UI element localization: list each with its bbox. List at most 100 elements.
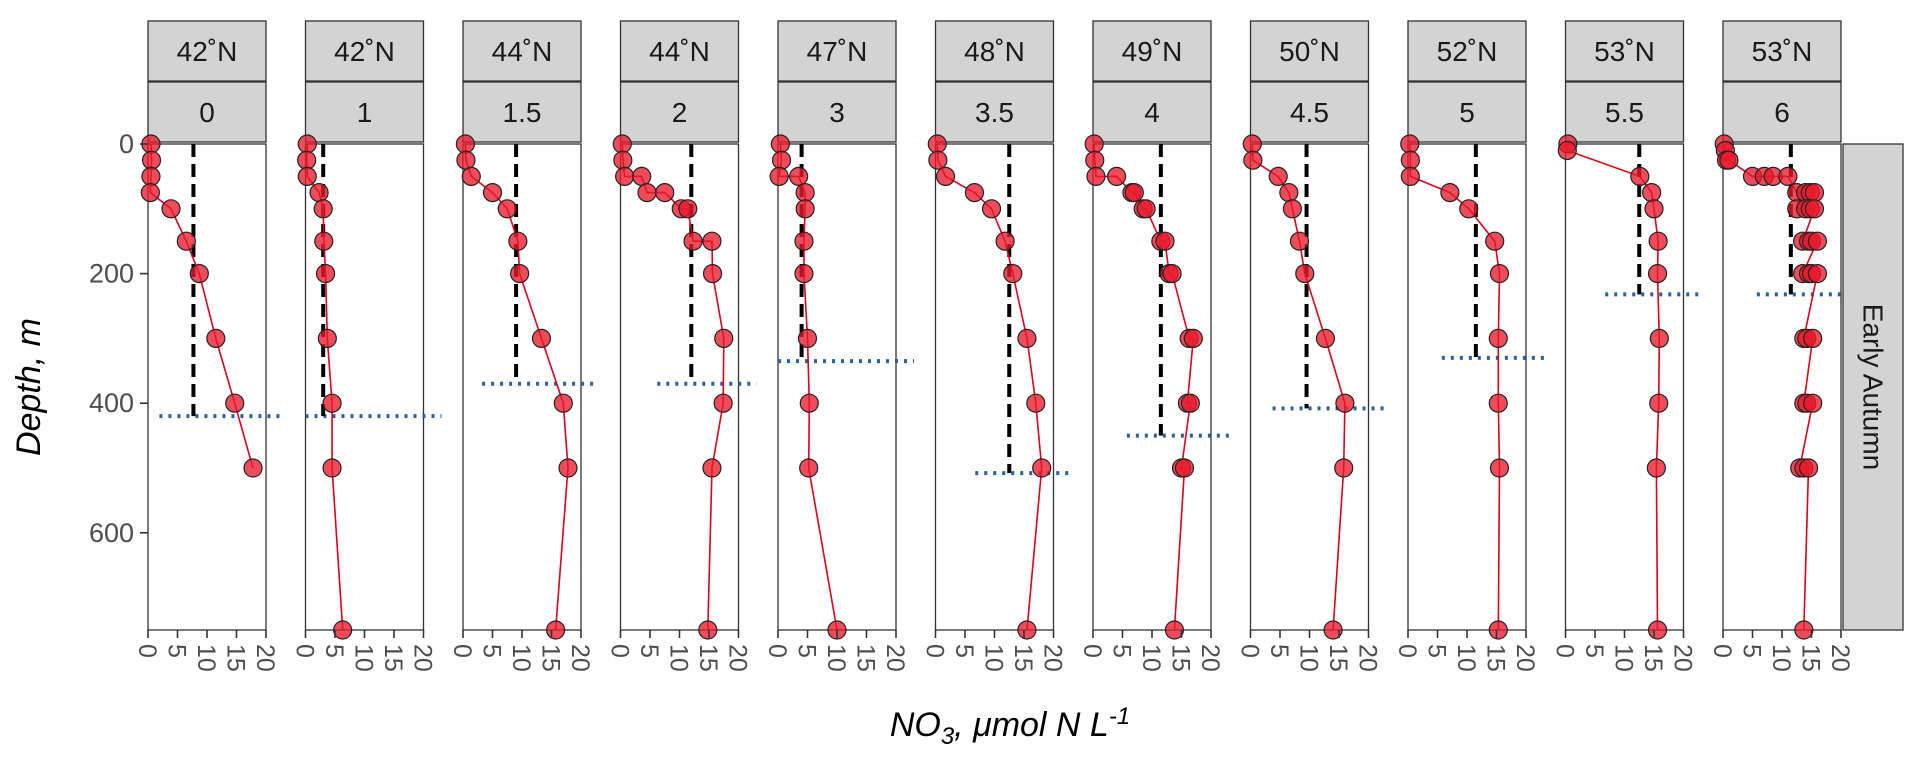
x-tick-label: 0	[1236, 644, 1264, 658]
x-tick-label: 10	[192, 644, 220, 672]
data-point	[1489, 458, 1510, 478]
data-point	[1400, 150, 1420, 170]
x-axis-title-superscript: -1	[1109, 703, 1130, 730]
data-point	[799, 458, 819, 478]
data-point	[456, 150, 476, 170]
panel-border	[1564, 143, 1685, 631]
facet-panel: 48˚N 3.5 0 5 10 15 20	[921, 20, 1072, 672]
x-tick-label: 20	[1669, 644, 1697, 672]
data-point	[1174, 458, 1195, 478]
facet-panel: 47˚N 3 0 5 10 15 20	[763, 20, 914, 672]
facet-label-step: 4.5	[1290, 97, 1329, 128]
data-point	[1459, 199, 1479, 219]
x-axis-title: NO3, μmol N L-1	[890, 703, 1130, 750]
data-point	[702, 264, 723, 284]
data-point	[531, 328, 552, 348]
data-point	[461, 166, 481, 186]
x-tick-label: 20	[251, 644, 279, 672]
facet-panel: 42˚N00 5 10 15 20	[133, 20, 284, 672]
facet-strip-latitude	[304, 20, 425, 82]
facet-strip-latitude	[1249, 20, 1370, 82]
data-point	[794, 264, 814, 284]
facet-strip-latitude	[619, 20, 740, 82]
facet-panel: 50˚N 4.5 0 5 10 15 20	[1236, 20, 1387, 672]
facet-label-step: 6	[1774, 97, 1790, 128]
data-point	[243, 458, 263, 478]
data-point	[981, 199, 1002, 219]
facet-label-step: 5.5	[1605, 97, 1644, 128]
data-point	[1803, 328, 1823, 348]
data-point	[789, 166, 809, 186]
x-tick-label: 20	[409, 644, 437, 672]
x-tick-label: 5	[1108, 644, 1136, 658]
data-point	[1026, 393, 1046, 413]
facet-panel: 53˚N 6 0 5 10 15 20	[1708, 20, 1859, 672]
data-point	[1803, 393, 1823, 413]
data-point	[613, 150, 633, 170]
data-point	[1289, 231, 1310, 251]
data-point	[510, 264, 530, 284]
data-point	[1488, 328, 1508, 348]
data-point	[553, 393, 573, 413]
facet-label-latitude: 50˚N	[1279, 36, 1340, 67]
facet-strip-step	[1407, 81, 1527, 143]
facet-panel: 49˚N 4 0 5 10 15 20	[1078, 20, 1229, 672]
data-point	[698, 620, 718, 640]
x-tick-label: 0	[1078, 644, 1106, 658]
x-tick-label: 20	[566, 644, 594, 672]
facet-strip-step	[1564, 81, 1685, 143]
facet-strip-step	[1249, 81, 1370, 143]
data-point	[632, 166, 652, 186]
y-tick-label: 0	[119, 129, 134, 159]
x-tick-label: 20	[1039, 644, 1067, 672]
facet-label-latitude: 53˚N	[1594, 36, 1655, 67]
x-axis-title-subscript: 3	[941, 723, 955, 750]
data-point	[769, 166, 789, 186]
facet-label-step: 3.5	[975, 97, 1014, 128]
data-point	[1647, 620, 1668, 640]
x-tick-label: 0	[1551, 644, 1579, 658]
facet-label-step: 2	[672, 97, 688, 128]
x-tick-label: 5	[635, 644, 663, 658]
x-tick-label: 0	[133, 644, 161, 658]
facet-strip-latitude	[1092, 20, 1212, 82]
data-point	[1400, 134, 1420, 154]
data-point	[1323, 620, 1343, 640]
x-tick-label: 0	[448, 644, 476, 658]
panel-border	[1722, 143, 1842, 631]
panel-border	[1407, 143, 1527, 631]
x-tick-label: 10	[350, 644, 378, 672]
data-point	[1164, 620, 1185, 640]
x-tick-label: 5	[1423, 644, 1451, 658]
data-point	[161, 199, 181, 219]
facet-label-step: 1.5	[503, 97, 542, 128]
data-point	[297, 134, 317, 154]
facet-label-step: 1	[357, 97, 373, 128]
data-point	[683, 231, 703, 251]
facet-strip-step	[934, 81, 1055, 143]
facet-label-latitude: 42˚N	[334, 36, 395, 67]
x-tick-label: 10	[822, 644, 850, 672]
data-point	[935, 166, 956, 186]
data-point	[615, 166, 635, 186]
panel-border	[1092, 143, 1212, 631]
x-tick-label: 15	[1639, 644, 1667, 672]
data-point	[1646, 458, 1666, 478]
facet-label-step: 5	[1459, 97, 1475, 128]
y-axis: 0 200 400 600	[89, 129, 148, 548]
data-point	[1649, 328, 1669, 348]
x-tick-label: 5	[1580, 644, 1608, 658]
x-tick-label: 15	[379, 644, 407, 672]
x-tick-label: 20	[881, 644, 909, 672]
data-point	[1268, 166, 1288, 186]
data-point	[1155, 231, 1175, 251]
data-point	[1719, 150, 1739, 170]
data-point	[225, 393, 245, 413]
data-point	[1243, 150, 1263, 170]
x-tick-label: 10	[980, 644, 1008, 672]
data-point	[1003, 264, 1023, 284]
y-axis-title: Depth, m	[10, 318, 48, 456]
data-point	[1335, 393, 1355, 413]
data-point	[309, 183, 329, 203]
facet-row-strip-box	[1842, 143, 1904, 631]
